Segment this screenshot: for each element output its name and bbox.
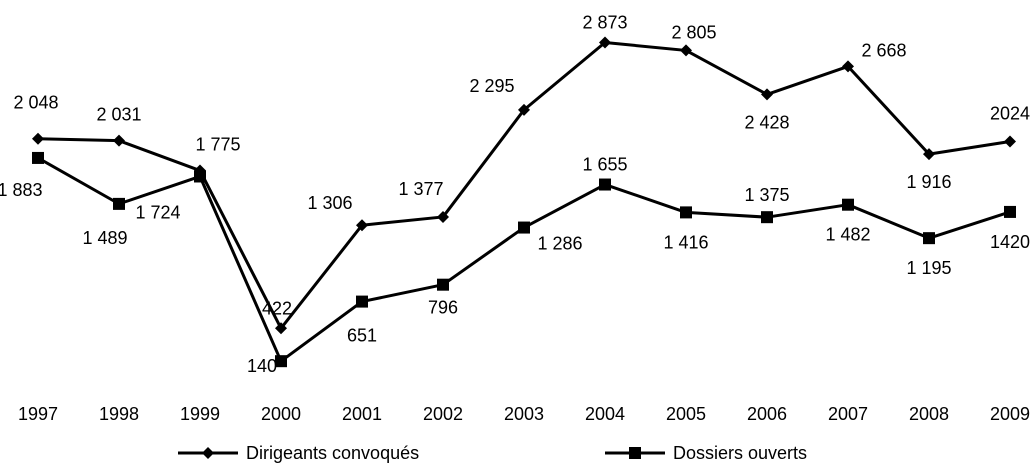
series-line-dossiers xyxy=(37,156,1011,363)
point-marker xyxy=(32,132,44,145)
data-label: 140 xyxy=(247,356,277,376)
point-marker xyxy=(437,210,449,223)
legend-label: Dossiers ouverts xyxy=(673,443,807,463)
legend-marker xyxy=(202,447,214,459)
x-tick-label: 2003 xyxy=(504,404,544,424)
point-marker xyxy=(761,88,773,101)
data-label-layer: 2 048 2 031 1 775 422 1 306 1 377 2 295 2 873 2 … xyxy=(0,13,1030,377)
legend-item-dirigeants: Dirigeants convoqués xyxy=(178,443,419,463)
data-label: 2 031 xyxy=(96,105,141,125)
x-tick-label: 2002 xyxy=(423,404,463,424)
data-label: 2 048 xyxy=(13,93,58,113)
x-tick-label: 1997 xyxy=(18,404,58,424)
point-marker xyxy=(1004,205,1016,218)
data-label: 1 724 xyxy=(135,202,180,222)
point-marker xyxy=(275,322,287,335)
point-marker xyxy=(680,206,692,219)
data-label: 1 482 xyxy=(825,225,870,245)
data-label: 2 873 xyxy=(582,13,627,33)
data-label: 651 xyxy=(347,326,377,346)
point-marker xyxy=(32,151,44,164)
x-tick-label: 1998 xyxy=(99,404,139,424)
data-label: 2 805 xyxy=(671,22,716,42)
point-marker xyxy=(1004,135,1016,148)
data-label: 1 655 xyxy=(582,155,627,175)
data-label: 2 295 xyxy=(469,76,514,96)
series-layer xyxy=(37,41,1011,363)
data-label: 422 xyxy=(262,298,292,318)
point-marker xyxy=(437,278,449,291)
x-axis: 1997 1998 1999 2000 2001 2002 2003 2004 2005 2006… xyxy=(18,404,1030,424)
data-label: 1 883 xyxy=(0,180,43,200)
data-label: 2 428 xyxy=(744,112,789,132)
marker-layer xyxy=(32,36,1016,368)
point-marker xyxy=(194,170,206,183)
x-tick-label: 2008 xyxy=(909,404,949,424)
point-marker xyxy=(842,60,854,73)
point-marker xyxy=(113,134,125,147)
x-tick-label: 2004 xyxy=(585,404,625,424)
point-marker xyxy=(599,178,611,191)
point-marker xyxy=(518,103,530,116)
point-marker xyxy=(275,355,287,368)
point-marker xyxy=(842,198,854,211)
point-marker xyxy=(356,219,368,232)
point-marker xyxy=(680,44,692,57)
point-marker xyxy=(113,197,125,210)
point-marker xyxy=(761,211,773,224)
x-tick-label: 2001 xyxy=(342,404,382,424)
point-marker xyxy=(599,36,611,49)
x-tick-label: 2006 xyxy=(747,404,787,424)
legend-label: Dirigeants convoqués xyxy=(246,443,419,463)
point-marker xyxy=(356,295,368,308)
x-tick-label: 2009 xyxy=(990,404,1030,424)
data-label: 1 286 xyxy=(537,234,582,254)
legend-marker xyxy=(629,447,641,459)
x-tick-label: 2007 xyxy=(828,404,868,424)
x-tick-label: 2005 xyxy=(666,404,706,424)
data-label: 1 377 xyxy=(398,179,443,199)
data-label: 1 416 xyxy=(663,232,708,252)
data-label: 796 xyxy=(428,298,458,318)
data-label: 1 195 xyxy=(906,258,951,278)
data-label: 1420 xyxy=(990,232,1030,252)
data-label: 1 916 xyxy=(906,172,951,192)
x-tick-label: 1999 xyxy=(180,404,220,424)
data-label: 1 489 xyxy=(82,228,127,248)
data-label: 1 775 xyxy=(195,135,240,155)
point-marker xyxy=(923,232,935,245)
point-marker xyxy=(518,221,530,234)
data-label: 1 375 xyxy=(744,185,789,205)
point-marker xyxy=(923,148,935,161)
x-tick-label: 2000 xyxy=(261,404,301,424)
data-label: 2024 xyxy=(990,104,1030,124)
series-line-dirigeants xyxy=(37,41,1011,330)
legend-item-dossiers: Dossiers ouverts xyxy=(605,443,807,463)
legend: Dirigeants convoqués Dossiers ouverts xyxy=(178,443,807,463)
data-label: 2 668 xyxy=(861,40,906,60)
data-label: 1 306 xyxy=(307,193,352,213)
